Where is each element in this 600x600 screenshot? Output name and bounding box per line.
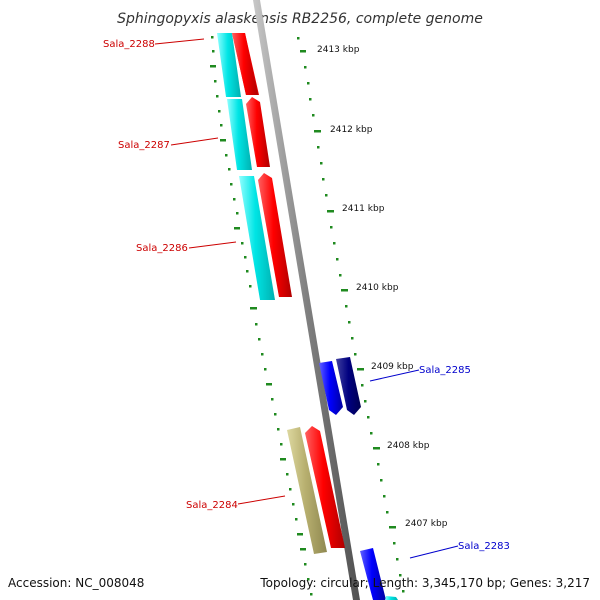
map-title: Sphingopyxis alaskensis RB2256, complete… xyxy=(117,11,483,27)
cds-feature-sala-2288[interactable] xyxy=(232,33,258,95)
tick-label-2412: 2412 kbp xyxy=(330,125,373,135)
tick-label-2407: 2407 kbp xyxy=(405,519,448,529)
cds-feature-sala-2285[interactable] xyxy=(319,361,343,415)
tick-label-2413: 2413 kbp xyxy=(317,45,360,55)
tick-label-2410: 2410 kbp xyxy=(356,283,399,293)
gene-label-sala-2287[interactable]: Sala_2287 xyxy=(118,140,170,151)
gene-label-sala-2286[interactable]: Sala_2286 xyxy=(136,243,188,254)
inner-tick-ring xyxy=(210,36,313,596)
orf-feature-cyan[interactable] xyxy=(385,596,398,600)
gene-label-sala-2288[interactable]: Sala_2288 xyxy=(103,39,155,50)
orf-feature-cyan[interactable] xyxy=(227,99,252,170)
cds-feature-sala-2284[interactable] xyxy=(305,426,345,548)
cds-feature-sala-2287[interactable] xyxy=(246,97,270,167)
cds-feature-navy[interactable] xyxy=(336,357,361,415)
orf-feature-cyan[interactable] xyxy=(217,33,241,97)
gene-label-sala-2284[interactable]: Sala_2284 xyxy=(186,500,238,511)
leader-line xyxy=(409,545,459,559)
leader-line xyxy=(369,369,420,382)
leader-line xyxy=(170,137,219,146)
leader-line xyxy=(154,38,205,45)
leader-line xyxy=(188,241,237,249)
orf-feature-khaki[interactable] xyxy=(287,427,327,554)
scale-tick-ring xyxy=(297,37,405,593)
genome-backbone xyxy=(253,0,360,600)
leader-line xyxy=(237,495,286,505)
gene-label-sala-2285[interactable]: Sala_2285 xyxy=(419,365,471,376)
orf-feature-cyan[interactable] xyxy=(239,176,275,300)
topology-text: Topology: circular; Length: 3,345,170 bp… xyxy=(259,576,590,590)
cds-feature-sala-2283[interactable] xyxy=(360,548,386,600)
tick-label-2408: 2408 kbp xyxy=(387,441,430,451)
gene-label-sala-2283[interactable]: Sala_2283 xyxy=(458,541,510,552)
tick-label-2409: 2409 kbp xyxy=(371,362,414,372)
cds-feature-sala-2286[interactable] xyxy=(258,173,292,297)
accession-text: Accession: NC_008048 xyxy=(8,576,144,590)
tick-label-2411: 2411 kbp xyxy=(342,204,385,214)
